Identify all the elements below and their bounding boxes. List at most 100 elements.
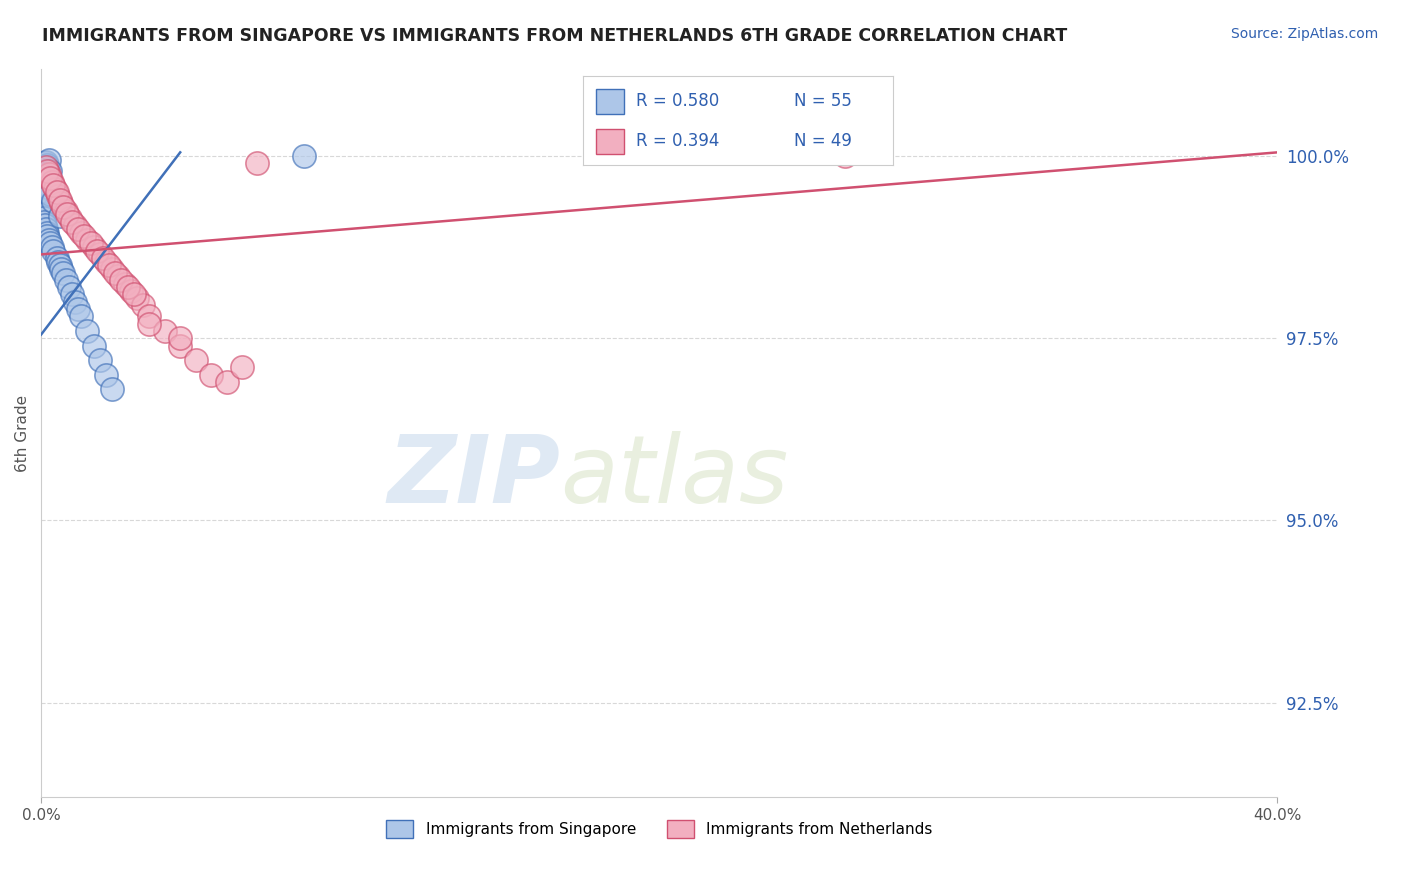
Point — [42, 194, 65, 209]
Point — [37, 182, 59, 196]
Point — [67, 301, 90, 316]
Point — [32, 167, 55, 181]
Point — [104, 266, 127, 280]
Point — [35, 177, 58, 191]
Point — [44, 200, 66, 214]
Text: IMMIGRANTS FROM SINGAPORE VS IMMIGRANTS FROM NETHERLANDS 6TH GRADE CORRELATION C: IMMIGRANTS FROM SINGAPORE VS IMMIGRANTS … — [42, 27, 1067, 45]
Point — [46, 189, 69, 203]
Text: N = 49: N = 49 — [794, 132, 852, 150]
Bar — [596, 129, 624, 154]
Point — [51, 262, 73, 277]
Point — [117, 280, 139, 294]
Point — [31, 207, 53, 221]
Point — [42, 178, 65, 193]
Point — [32, 169, 55, 184]
Point — [184, 353, 207, 368]
Y-axis label: 6th Grade: 6th Grade — [15, 394, 30, 472]
Point — [55, 273, 77, 287]
Point — [215, 375, 238, 389]
Point — [86, 244, 108, 258]
Point — [70, 226, 93, 240]
Point — [79, 236, 101, 251]
Point — [38, 153, 60, 167]
Point — [292, 149, 315, 163]
Point — [37, 160, 59, 174]
Point — [32, 214, 55, 228]
Point — [73, 229, 96, 244]
Point — [70, 310, 93, 324]
Point — [58, 280, 80, 294]
Point — [38, 186, 60, 200]
Point — [34, 156, 56, 170]
Point — [52, 266, 75, 280]
Point — [35, 160, 58, 174]
Point — [35, 222, 58, 236]
Point — [38, 233, 60, 247]
Point — [41, 193, 63, 207]
Point — [51, 196, 73, 211]
Point — [48, 193, 70, 207]
Point — [35, 158, 58, 172]
Point — [37, 163, 59, 178]
Point — [153, 324, 176, 338]
Point — [60, 287, 83, 301]
Point — [101, 382, 124, 396]
Point — [89, 353, 111, 368]
Point — [34, 170, 56, 185]
Point — [32, 172, 55, 186]
Point — [83, 240, 105, 254]
Point — [38, 163, 60, 178]
Point — [246, 156, 269, 170]
Point — [45, 186, 67, 200]
Point — [89, 247, 111, 261]
Point — [48, 258, 70, 272]
Bar — [596, 89, 624, 114]
Text: ZIP: ZIP — [388, 431, 561, 523]
Point — [76, 233, 98, 247]
Point — [63, 219, 86, 233]
Point — [39, 189, 62, 203]
Point — [41, 240, 63, 254]
Point — [98, 258, 121, 272]
Text: R = 0.394: R = 0.394 — [636, 132, 720, 150]
Point — [35, 226, 58, 240]
Point — [122, 287, 145, 301]
Point — [44, 182, 66, 196]
Point — [42, 196, 65, 211]
Point — [132, 298, 155, 312]
Point — [38, 167, 60, 181]
Point — [37, 229, 59, 244]
Point — [94, 368, 117, 382]
Point — [39, 170, 62, 185]
Point — [32, 158, 55, 172]
Point — [114, 277, 136, 291]
Point — [101, 262, 124, 277]
Point — [200, 368, 222, 382]
Point — [52, 200, 75, 214]
Point — [32, 211, 55, 225]
Point — [37, 179, 59, 194]
Text: R = 0.580: R = 0.580 — [636, 92, 720, 110]
Point — [83, 338, 105, 352]
Point — [42, 244, 65, 258]
Point — [39, 236, 62, 251]
Point — [138, 310, 160, 324]
Point — [37, 162, 59, 177]
Point — [169, 338, 191, 352]
Point — [120, 284, 142, 298]
Text: Source: ZipAtlas.com: Source: ZipAtlas.com — [1230, 27, 1378, 41]
Point — [91, 251, 114, 265]
Point — [32, 162, 55, 177]
Legend: Immigrants from Singapore, Immigrants from Netherlands: Immigrants from Singapore, Immigrants fr… — [380, 814, 939, 845]
Text: atlas: atlas — [561, 431, 789, 522]
Point — [48, 209, 70, 223]
Point — [60, 214, 83, 228]
Point — [55, 203, 77, 218]
Point — [39, 186, 62, 201]
Point — [169, 331, 191, 345]
Point — [46, 254, 69, 268]
Point — [94, 254, 117, 268]
Point — [125, 291, 148, 305]
Point — [138, 317, 160, 331]
Point — [110, 273, 132, 287]
